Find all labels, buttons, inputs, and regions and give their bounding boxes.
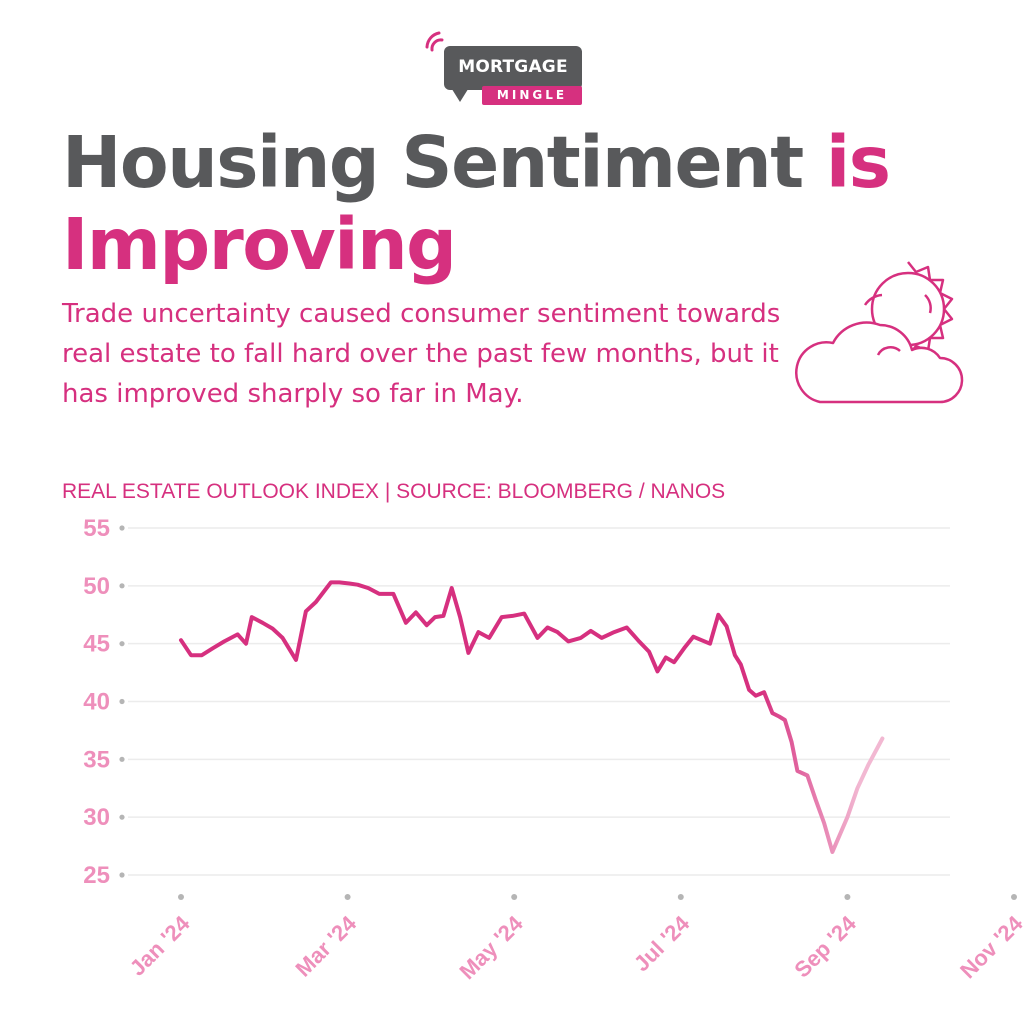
x-tick-label: Sep '24 <box>789 910 861 982</box>
logo-pink-bar: MINGLE <box>482 86 582 105</box>
x-tick-dot <box>844 894 851 900</box>
chart-title: REAL ESTATE OUTLOOK INDEX | SOURCE: BLOO… <box>62 480 726 503</box>
y-tick-dot <box>119 814 125 820</box>
logo-box: MORTGAGE <box>444 46 582 90</box>
description-text: Trade uncertainty caused consumer sentim… <box>62 299 781 409</box>
x-tick-label: Mar '24 <box>290 910 361 981</box>
series-line <box>179 580 885 854</box>
y-tick-label: 40 <box>83 689 110 716</box>
logo-tail <box>450 86 470 102</box>
title-part1: Housing Sentiment <box>62 121 826 204</box>
title-part2: is <box>825 121 891 204</box>
x-tick-dot <box>677 894 684 900</box>
signal-waves-icon <box>425 31 444 52</box>
sun-behind-cloud-icon <box>795 261 964 404</box>
page-title: Housing Sentiment is Improving <box>62 121 891 286</box>
y-tick-label: 55 <box>83 515 110 542</box>
x-tick-dot <box>344 894 351 900</box>
series <box>179 580 885 854</box>
y-tick-label: 25 <box>83 862 110 889</box>
x-tick-label: Nov '24 <box>955 910 1024 983</box>
grid-lines <box>128 527 950 876</box>
x-tick-label: May '24 <box>454 910 528 984</box>
x-tick-label: Jul '24 <box>629 910 695 976</box>
x-tick-label: Jan '24 <box>125 910 195 980</box>
x-axis: Jan '24 Mar '24 May '24 Jul '24 Sep '24 Nov '… <box>125 894 1024 984</box>
brand-logo: MORTGAGE MINGLE <box>424 28 594 118</box>
y-tick-dot <box>119 756 125 762</box>
logo-text-top: MORTGAGE <box>458 57 568 77</box>
y-tick-dot <box>119 698 125 705</box>
y-axis: 55 50 45 40 35 30 25 <box>83 515 125 889</box>
y-tick-label: 45 <box>83 631 110 658</box>
y-tick-dot <box>119 525 125 531</box>
y-tick-label: 35 <box>83 746 110 773</box>
logo-text-bottom: MINGLE <box>496 88 568 102</box>
y-tick-dot <box>119 872 125 878</box>
x-tick-dot <box>511 894 518 900</box>
title-line2: Improving <box>62 203 457 286</box>
x-tick-dot <box>1011 894 1017 900</box>
y-tick-dot <box>119 641 125 647</box>
x-tick-dot <box>178 894 184 900</box>
y-tick-label: 30 <box>83 804 110 831</box>
y-tick-dot <box>119 583 125 589</box>
y-tick-label: 50 <box>83 573 110 600</box>
